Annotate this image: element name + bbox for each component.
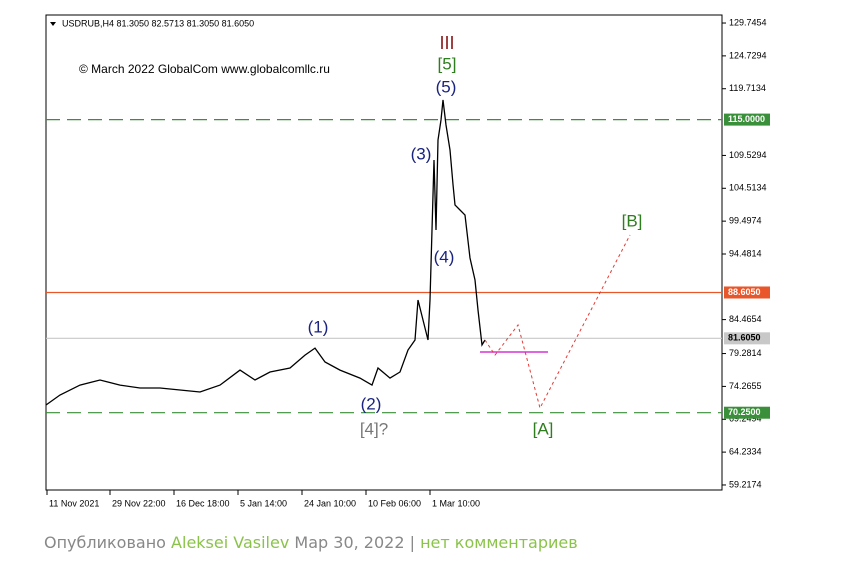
y-tick-label: 109.5294 — [729, 150, 767, 160]
level-label-bg — [724, 113, 770, 126]
wave-label: (5) — [436, 77, 457, 96]
y-tick-label: 84.4654 — [729, 314, 762, 324]
x-tick-label: 16 Dec 18:00 — [176, 498, 230, 508]
x-tick-label: 5 Jan 14:00 — [240, 498, 287, 508]
price-line — [45, 99, 486, 406]
plot-frame — [45, 14, 723, 491]
wave-label: [A] — [533, 419, 554, 438]
wave-label: (4) — [434, 247, 455, 266]
level-label-bg — [724, 406, 770, 419]
y-tick-label: 119.7134 — [729, 83, 766, 93]
y-tick-label: 99.4974 — [729, 216, 762, 226]
author[interactable]: Aleksei Vasilev — [171, 533, 290, 552]
y-tick-label: 59.2174 — [729, 479, 762, 489]
y-tick-label: 74.2655 — [729, 381, 762, 391]
x-tick-label: 24 Jan 10:00 — [304, 498, 356, 508]
level-label: 81.6050 — [728, 333, 761, 343]
wave-label: (2) — [361, 394, 382, 413]
comments[interactable]: нет комментариев — [420, 533, 578, 552]
level-label: 88.6050 — [728, 287, 761, 297]
wave-label: (3) — [411, 144, 432, 163]
wave-label: [5] — [438, 54, 457, 73]
footer: Опубликовано Aleksei Vasilev Мар 30, 202… — [44, 533, 578, 552]
published: Опубликовано — [44, 533, 166, 552]
x-tick-label: 29 Nov 22:00 — [112, 498, 166, 508]
y-tick-label: 94.4814 — [729, 248, 762, 258]
price-line — [484, 234, 631, 410]
wave-label: (1) — [308, 317, 329, 336]
x-tick-label: 10 Feb 06:00 — [368, 498, 421, 508]
chart-title: USDRUB,H4 81.3050 82.5713 81.3050 81.605… — [62, 18, 254, 28]
chart: USDRUB,H4 81.3050 82.5713 81.3050 81.605… — [45, 14, 770, 508]
level-label: 70.2500 — [728, 407, 761, 417]
y-tick-label: 129.7454 — [729, 17, 767, 27]
wave-label: [B] — [622, 211, 643, 230]
wave-label: III — [439, 33, 454, 53]
y-tick-label: 104.5134 — [729, 183, 767, 193]
x-tick-label: 1 Mar 10:00 — [432, 498, 480, 508]
date: Мар 30, 2022 — [294, 533, 405, 552]
copyright: © March 2022 GlobalCom www.globalcomllc.… — [79, 62, 330, 76]
level-label-bg — [724, 286, 770, 299]
x-tick-label: 11 Nov 2021 — [49, 498, 99, 508]
level-label-bg — [724, 332, 770, 345]
y-tick-label: 64.2334 — [729, 446, 762, 456]
menu-arrow — [50, 22, 56, 26]
y-tick-label: 124.7294 — [729, 50, 767, 60]
separator: | — [409, 533, 415, 552]
y-tick-label: 79.2814 — [729, 348, 762, 358]
level-label: 115.0000 — [728, 114, 765, 124]
wave-label: [4]? — [360, 419, 388, 438]
